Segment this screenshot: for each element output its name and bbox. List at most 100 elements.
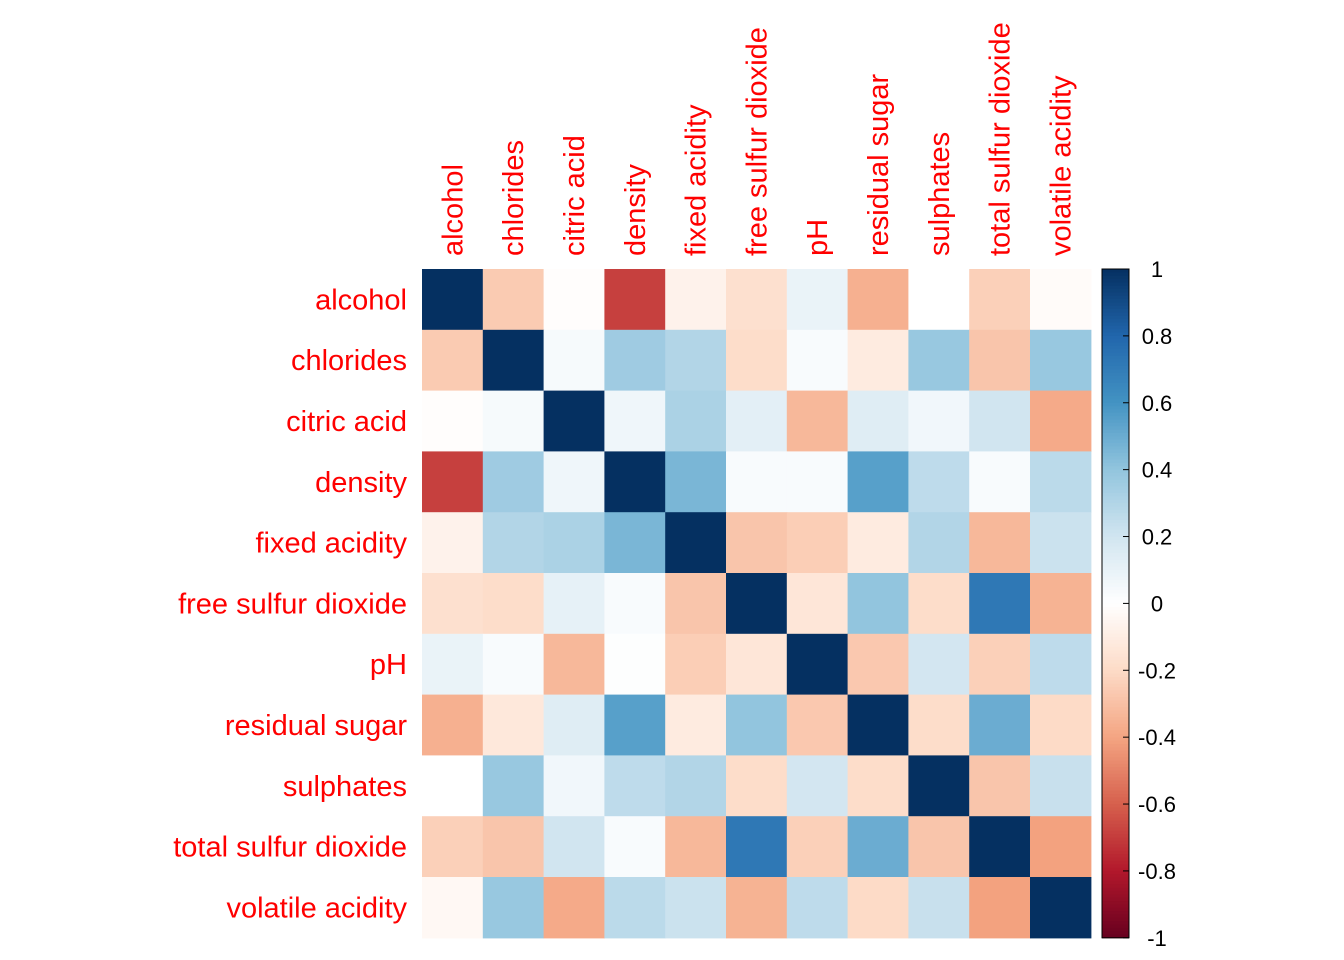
colorbar-segment: [1102, 850, 1129, 855]
colorbar-segment: [1102, 429, 1129, 434]
cell-density-volatile-acidity: [1030, 451, 1092, 513]
cell-fixed-acidity-chlorides: [482, 512, 545, 574]
cell-sulphates-total-sulfur-dioxide: [969, 755, 1031, 817]
cell-chlorides-sulphates: [908, 329, 970, 392]
cell-density-ph: [786, 451, 849, 513]
colorbar-segment: [1102, 389, 1129, 394]
cell-sulphates-volatile-acidity: [1030, 755, 1092, 817]
colorbar: -1 -0.8 -0.6 -0.4 -0.2 0 0.2 0.4 0.6 0.8 1: [1101, 257, 1176, 951]
cell-chlorides-volatile-acidity: [1030, 329, 1092, 392]
colorbar-segment: [1102, 911, 1129, 915]
cell-volatile-acidity-sulphates: [908, 877, 970, 939]
colorbar-tick-label: 1: [1151, 257, 1163, 282]
colorbar-segment: [1102, 469, 1129, 474]
cell-volatile-acidity-chlorides: [482, 877, 545, 939]
column-label-residual-sugar: residual sugar: [863, 74, 895, 256]
colorbar-segment: [1102, 452, 1129, 457]
colorbar-segment: [1102, 412, 1129, 417]
colorbar-segment: [1102, 282, 1129, 287]
colorbar-segment: [1102, 349, 1129, 354]
colorbar-segment: [1102, 620, 1129, 624]
cell-volatile-acidity-residual-sugar: [847, 877, 909, 939]
colorbar-segment: [1102, 523, 1129, 527]
colorbar-segment: [1102, 529, 1129, 534]
colorbar-segment: [1102, 422, 1129, 427]
column-label-volatile-acidity: volatile acidity: [1045, 75, 1077, 256]
cell-alcohol-chlorides: [482, 269, 545, 331]
colorbar-segment: [1102, 503, 1129, 507]
cell-volatile-acidity-fixed-acidity: [665, 877, 727, 939]
colorbar-segment: [1102, 603, 1129, 608]
cell-total-sulfur-dioxide-free-sulfur-dioxide: [726, 816, 788, 878]
colorbar-segment: [1102, 459, 1129, 464]
cell-free-sulfur-dioxide-alcohol: [422, 573, 484, 635]
colorbar-segment: [1102, 466, 1129, 471]
colorbar-segment: [1102, 269, 1129, 273]
colorbar-segment: [1102, 289, 1129, 293]
cell-residual-sugar-ph: [786, 694, 849, 756]
colorbar-segment: [1102, 847, 1129, 852]
colorbar-segment: [1102, 783, 1129, 788]
cell-citric-acid-fixed-acidity: [665, 390, 727, 452]
cell-sulphates-chlorides: [482, 755, 545, 817]
colorbar-segment: [1102, 399, 1129, 404]
colorbar-segment: [1102, 519, 1129, 524]
cell-alcohol-fixed-acidity: [665, 269, 727, 331]
colorbar-segment: [1102, 817, 1129, 822]
cell-density-fixed-acidity: [665, 451, 727, 513]
cell-citric-acid-total-sulfur-dioxide: [969, 390, 1031, 452]
colorbar-segment: [1102, 660, 1129, 665]
colorbar-segment: [1102, 914, 1129, 919]
cell-density-sulphates: [908, 451, 970, 513]
colorbar-segment: [1102, 365, 1129, 370]
cell-citric-acid-alcohol: [422, 390, 484, 452]
column-label-ph: pH: [802, 219, 834, 256]
colorbar-segment: [1102, 730, 1129, 735]
colorbar-segment: [1102, 436, 1129, 441]
cell-ph-ph: [786, 633, 849, 696]
cell-citric-acid-ph: [786, 390, 849, 452]
colorbar-segment: [1102, 610, 1129, 614]
cell-total-sulfur-dioxide-chlorides: [482, 816, 545, 878]
colorbar-segment: [1102, 406, 1129, 410]
cell-ph-residual-sugar: [847, 633, 909, 696]
colorbar-tick-label: 0.8: [1142, 324, 1173, 349]
row-label-residual-sugar: residual sugar: [225, 710, 407, 742]
colorbar-segment: [1102, 643, 1129, 648]
cell-alcohol-free-sulfur-dioxide: [726, 269, 788, 331]
colorbar-segment: [1102, 827, 1129, 832]
colorbar-segment: [1102, 834, 1129, 838]
cell-density-chlorides: [482, 451, 545, 513]
colorbar-segment: [1102, 312, 1129, 317]
cell-density-alcohol: [422, 451, 484, 513]
cell-chlorides-ph: [786, 329, 849, 392]
cell-free-sulfur-dioxide-chlorides: [482, 573, 545, 635]
cell-total-sulfur-dioxide-residual-sugar: [847, 816, 909, 878]
cell-sulphates-ph: [786, 755, 849, 817]
colorbar-segment: [1102, 563, 1129, 568]
colorbar-tick-label: 0: [1151, 591, 1163, 616]
colorbar-segment: [1102, 319, 1129, 324]
cell-sulphates-free-sulfur-dioxide: [726, 755, 788, 817]
cell-fixed-acidity-fixed-acidity: [665, 512, 727, 574]
colorbar-segment: [1102, 854, 1129, 859]
cell-citric-acid-citric-acid: [543, 390, 605, 452]
colorbar-segment: [1102, 807, 1129, 812]
colorbar-segment: [1102, 392, 1129, 397]
colorbar-segment: [1102, 295, 1129, 300]
colorbar-segment: [1102, 593, 1129, 598]
colorbar-segment: [1102, 483, 1129, 487]
cell-fixed-acidity-sulphates: [908, 512, 970, 574]
colorbar-segment: [1102, 633, 1129, 638]
cell-chlorides-density: [604, 329, 666, 392]
cell-citric-acid-sulphates: [908, 390, 970, 452]
cell-fixed-acidity-density: [604, 512, 666, 574]
row-label-sulphates: sulphates: [283, 771, 407, 803]
cell-residual-sugar-total-sulfur-dioxide: [969, 694, 1031, 756]
cell-density-density: [604, 451, 666, 513]
colorbar-segment: [1102, 372, 1129, 377]
colorbar-segment: [1102, 697, 1129, 701]
colorbar-segment: [1102, 536, 1129, 541]
colorbar-segment: [1102, 931, 1129, 935]
colorbar-segment: [1102, 382, 1129, 387]
